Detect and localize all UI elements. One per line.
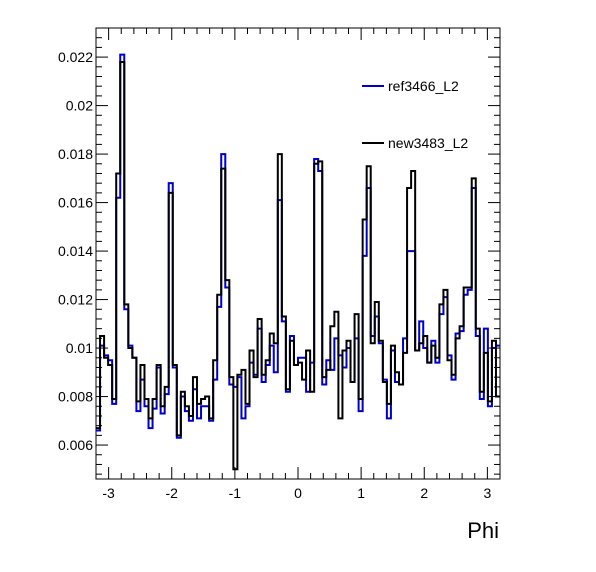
y-tick-label: 0.014 [58, 243, 93, 259]
x-tick-label: -1 [229, 485, 242, 501]
x-tick-label: 3 [483, 485, 491, 501]
series-line-new [96, 60, 500, 471]
x-tick-label: -2 [166, 485, 179, 501]
y-tick-label: 0.022 [58, 49, 93, 65]
series-layer [96, 53, 500, 471]
tick-labels: -3 -2 -1 0 1 2 3 0.006 0.008 0.01 0.012 0.014 0.016 0… [58, 49, 492, 501]
tick-marks [95, 27, 501, 479]
y-tick-label: 0.008 [58, 389, 93, 405]
x-tick-label: 1 [357, 485, 365, 501]
legend-label: ref3466_L2 [388, 78, 459, 94]
y-tick-label: 0.006 [58, 437, 93, 453]
x-axis-title: Phi [467, 518, 499, 543]
y-tick-label: 0.018 [58, 146, 93, 162]
legend-label: new3483_L2 [388, 135, 468, 151]
x-tick-label: 0 [294, 485, 302, 501]
y-tick-label: 0.012 [58, 292, 93, 308]
y-tick-label: 0.016 [58, 195, 93, 211]
plot-area [95, 27, 501, 480]
y-tick-label: 0.01 [66, 340, 93, 356]
y-tick-label: 0.02 [66, 98, 93, 114]
legend: ref3466_L2 new3483_L2 [362, 78, 468, 151]
x-tick-label: 2 [420, 485, 428, 501]
x-tick-label: -3 [102, 485, 115, 501]
